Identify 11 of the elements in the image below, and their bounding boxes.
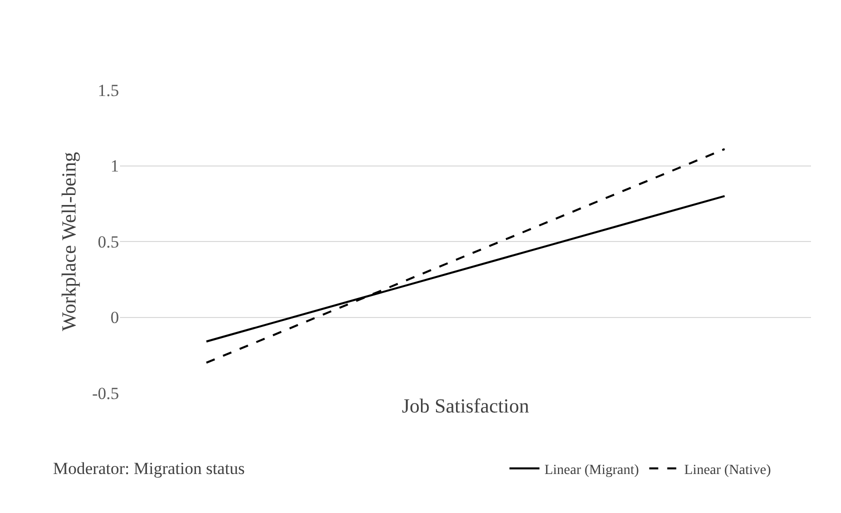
legend-label: Linear (Migrant) xyxy=(544,462,640,478)
y-tick-label: 0 xyxy=(110,308,119,328)
y-axis-title: Workplace Well-being xyxy=(58,152,81,332)
y-tick-label: 0.5 xyxy=(98,232,119,252)
y-tick-label: 1.5 xyxy=(98,80,119,100)
text: Moderator: Migration status xyxy=(53,459,245,478)
legend-label: Linear (Native) xyxy=(684,462,772,478)
x-axis-title: Job Satisfaction xyxy=(402,396,530,418)
line-series xyxy=(205,148,726,364)
y-tick-label: -0.5 xyxy=(92,384,119,403)
y-tick-label: 1 xyxy=(110,156,119,176)
